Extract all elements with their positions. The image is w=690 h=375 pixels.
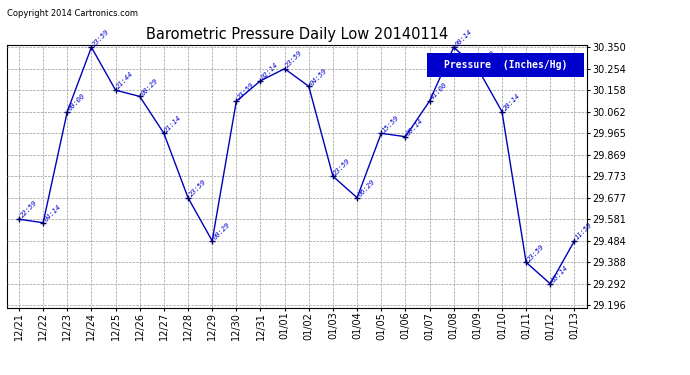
Text: 11:59: 11:59 [574, 222, 593, 241]
Text: Copyright 2014 Cartronics.com: Copyright 2014 Cartronics.com [7, 9, 138, 18]
Text: 04:59: 04:59 [308, 67, 328, 86]
Text: 00:14: 00:14 [406, 117, 424, 136]
Text: 03:14: 03:14 [551, 264, 569, 284]
Text: 15:59: 15:59 [381, 114, 400, 134]
Text: 23:59: 23:59 [526, 243, 545, 262]
Text: 21:44: 21:44 [115, 71, 135, 90]
Text: 23:59: 23:59 [236, 82, 255, 101]
Text: 00:29: 00:29 [139, 77, 159, 96]
Text: 23:59: 23:59 [284, 50, 304, 69]
Text: 06:29: 06:29 [357, 178, 376, 198]
Text: 41:00: 41:00 [429, 82, 448, 101]
Text: 00:29: 00:29 [213, 222, 231, 241]
Text: 21:14: 21:14 [164, 114, 183, 134]
Text: 00:14: 00:14 [454, 28, 473, 47]
Text: 20:14: 20:14 [502, 92, 521, 112]
Title: Barometric Pressure Daily Low 20140114: Barometric Pressure Daily Low 20140114 [146, 27, 448, 42]
Text: 22:59: 22:59 [19, 200, 38, 219]
Text: 04:14: 04:14 [43, 204, 62, 223]
Text: 23:59: 23:59 [477, 50, 497, 69]
Text: 00:00: 00:00 [68, 92, 86, 112]
Text: 23:59: 23:59 [91, 28, 110, 47]
Text: 23:59: 23:59 [188, 178, 207, 198]
Text: 23:59: 23:59 [333, 157, 352, 176]
Text: 02:14: 02:14 [261, 62, 279, 81]
